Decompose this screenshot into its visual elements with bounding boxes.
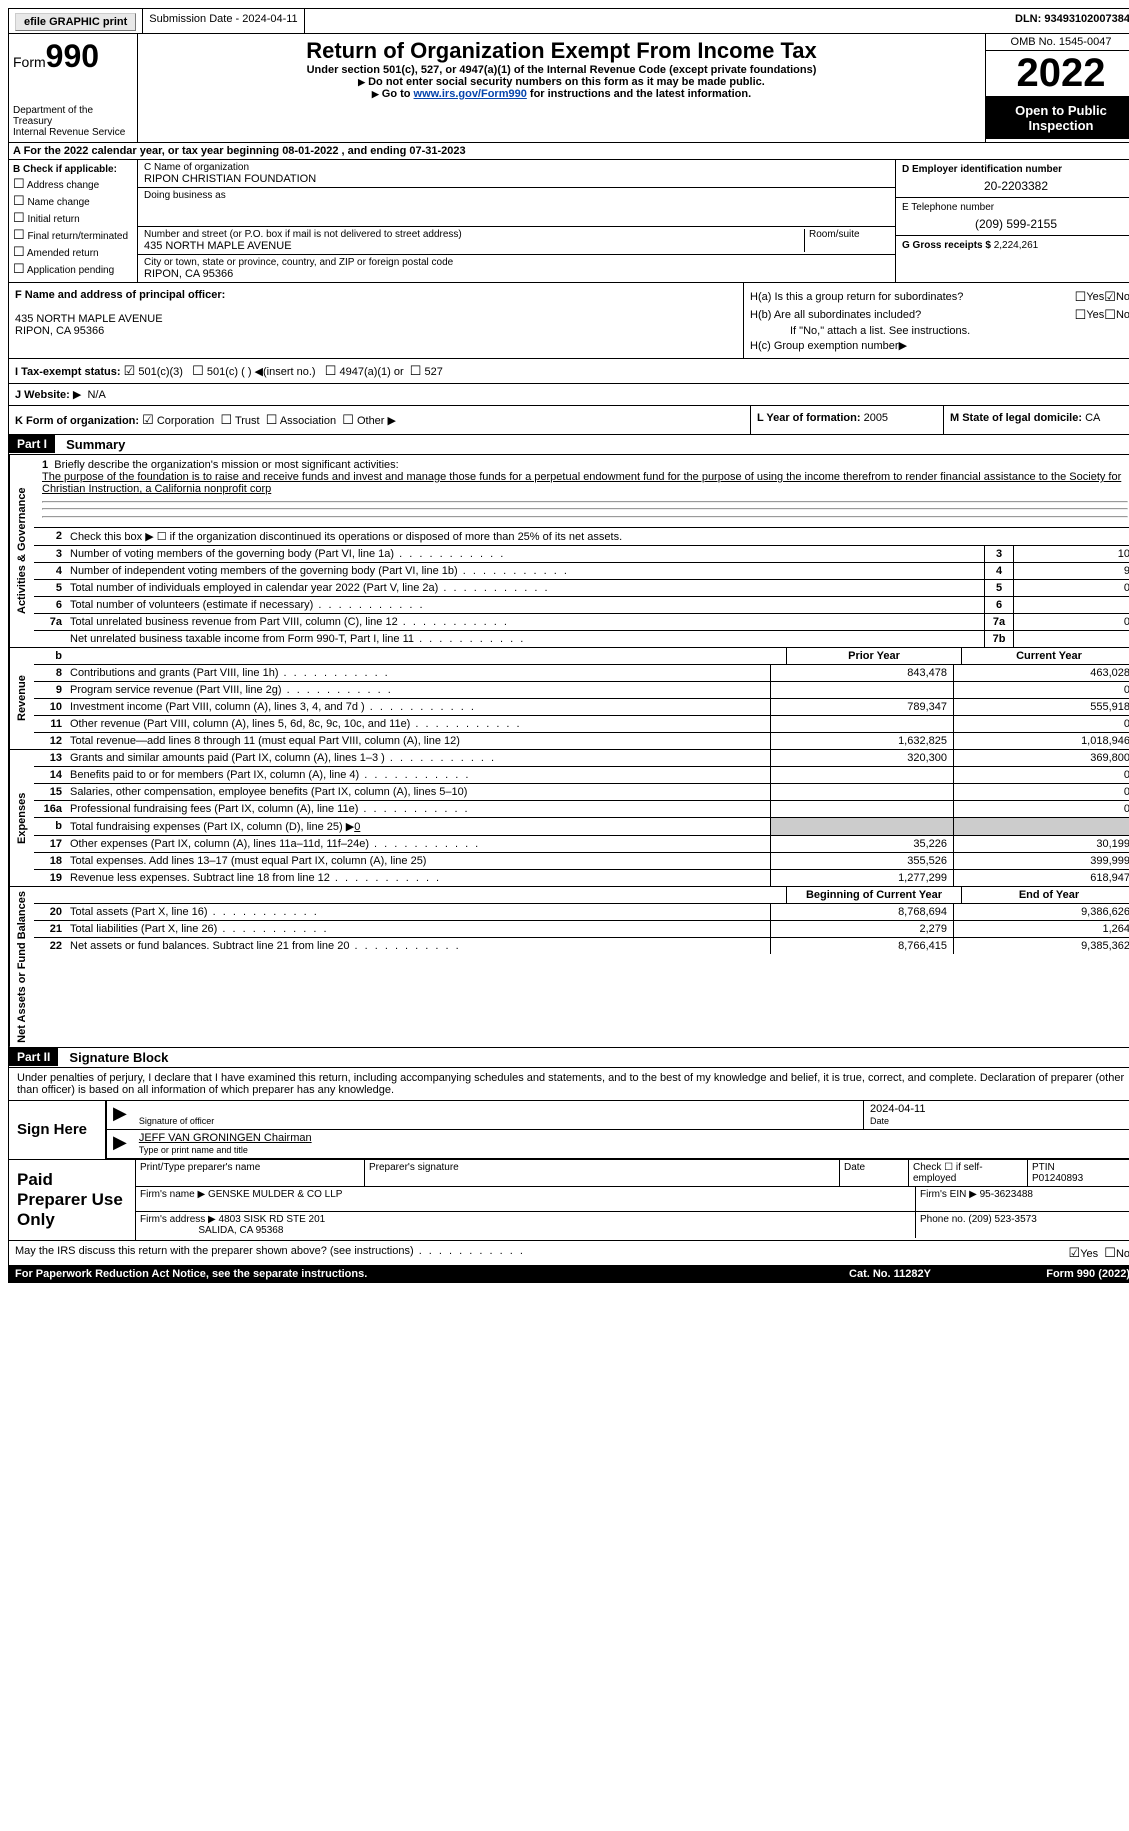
row-i: I Tax-exempt status: ☑ 501(c)(3) ☐ 501(c… (8, 359, 1129, 384)
vlabel-expenses: Expenses (9, 750, 34, 886)
form-header: Form990 Department of the Treasury Inter… (8, 34, 1129, 143)
paid-preparer: Paid Preparer Use Only Print/Type prepar… (8, 1160, 1129, 1241)
vlabel-net: Net Assets or Fund Balances (9, 887, 34, 1047)
period-a: A For the 2022 calendar year, or tax yea… (8, 143, 1129, 160)
form-subtitle: Under section 501(c), 527, or 4947(a)(1)… (142, 64, 981, 76)
ein: 20-2203382 (902, 175, 1129, 193)
box-de: D Employer identification number 20-2203… (895, 160, 1129, 282)
submission-date: Submission Date - 2024-04-11 (143, 9, 304, 33)
irs-link[interactable]: www.irs.gov/Form990 (414, 88, 527, 100)
gross-receipts: 2,224,261 (994, 240, 1039, 251)
part2-hdr: Part II (9, 1048, 58, 1066)
perjury-text: Under penalties of perjury, I declare th… (8, 1068, 1129, 1101)
vlabel-governance: Activities & Governance (9, 455, 34, 647)
vlabel-revenue: Revenue (9, 648, 34, 749)
efile-print-button[interactable]: efile GRAPHIC print (15, 13, 136, 31)
row-j: J Website: ▶ N/A (8, 384, 1129, 406)
box-b: B Check if applicable: ☐ Address change … (9, 160, 138, 282)
part1-hdr: Part I (9, 435, 55, 453)
footer-bar: For Paperwork Reduction Act Notice, see … (8, 1266, 1129, 1283)
phone: (209) 599-2155 (902, 213, 1129, 231)
box-h: H(a) Is this a group return for subordin… (743, 283, 1129, 358)
dln: DLN: 93493102007384 (1009, 9, 1129, 33)
form-title: Return of Organization Exempt From Incom… (142, 38, 981, 64)
mission-text: The purpose of the foundation is to rais… (42, 471, 1121, 495)
dept-treasury: Department of the Treasury Internal Reve… (13, 105, 133, 138)
sign-here: Sign Here ▶ Signature of officer 2024-04… (8, 1101, 1129, 1160)
omb-number: OMB No. 1545-0047 (986, 34, 1129, 51)
tax-year: 2022 (986, 51, 1129, 97)
top-bar: efile GRAPHIC print Submission Date - 20… (8, 8, 1129, 34)
box-f: F Name and address of principal officer:… (9, 283, 743, 358)
org-name: RIPON CHRISTIAN FOUNDATION (144, 173, 316, 185)
open-public: Open to Public Inspection (986, 97, 1129, 139)
row-kl: K Form of organization: ☑ Corporation ☐ … (8, 406, 1129, 435)
discuss-row: May the IRS discuss this return with the… (8, 1241, 1129, 1266)
box-c: C Name of organization RIPON CHRISTIAN F… (138, 160, 895, 282)
